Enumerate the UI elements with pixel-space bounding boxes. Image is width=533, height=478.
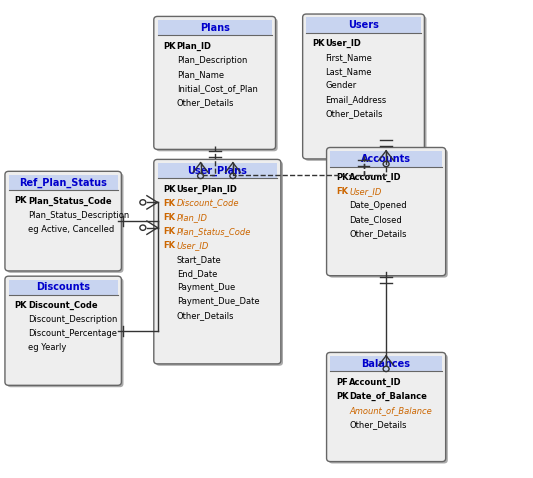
Text: Plan_Status_Description: Plan_Status_Description [28,210,129,219]
Bar [158,20,272,35]
Text: Start_Date: Start_Date [176,255,221,264]
Text: Discount_Description: Discount_Description [28,315,117,325]
FancyBboxPatch shape [154,159,281,364]
FancyBboxPatch shape [5,276,122,385]
FancyBboxPatch shape [303,14,424,159]
Text: FK: FK [164,227,175,236]
Text: Other_Details: Other_Details [176,311,234,320]
Text: Date_of_Balance: Date_of_Balance [350,391,427,401]
Text: User_Plans: User_Plans [188,165,247,176]
Text: End_Date: End_Date [176,269,217,278]
Text: Other_Details: Other_Details [326,109,383,119]
Text: Plan_ID: Plan_ID [176,42,212,51]
Text: Other_Details: Other_Details [350,229,407,238]
Text: Discounts: Discounts [36,282,90,293]
Bar [9,174,118,190]
Text: Discount_Percentage: Discount_Percentage [28,329,117,338]
Bar [330,151,442,166]
Text: Account_ID: Account_ID [350,173,402,182]
Text: Other_Details: Other_Details [350,420,407,429]
Text: Email_Address: Email_Address [326,96,387,104]
FancyBboxPatch shape [305,16,426,161]
Text: PK: PK [14,196,27,206]
Text: PK: PK [336,391,349,401]
Text: Discount_Code: Discount_Code [28,301,98,310]
Text: Other_Details: Other_Details [176,98,234,107]
Text: Plan_Status_Code: Plan_Status_Code [176,227,251,236]
Text: PK: PK [336,173,349,182]
FancyBboxPatch shape [154,16,276,150]
FancyBboxPatch shape [7,278,124,387]
Bar [158,163,277,178]
Bar [330,356,442,371]
Text: Amount_of_Balance: Amount_of_Balance [350,406,432,415]
Text: PK: PK [164,185,176,194]
Text: User_Plan_ID: User_Plan_ID [176,185,238,194]
Text: First_Name: First_Name [326,53,373,62]
Bar [306,17,421,33]
Text: FK: FK [164,198,175,207]
FancyBboxPatch shape [7,173,124,273]
Text: Plan_Description: Plan_Description [176,55,247,65]
Text: Plans: Plans [200,22,230,33]
Text: User_ID: User_ID [326,39,361,48]
Text: Initial_Cost_of_Plan: Initial_Cost_of_Plan [176,84,257,93]
Text: FK: FK [164,213,175,222]
Text: User_ID: User_ID [176,241,209,250]
Text: FK: FK [164,241,175,250]
Text: Discount_Code: Discount_Code [176,198,239,207]
Text: Balances: Balances [361,358,410,369]
Text: eg Active, Cancelled: eg Active, Cancelled [28,225,114,234]
FancyBboxPatch shape [329,150,448,278]
Text: PK: PK [312,39,325,48]
Text: PF: PF [336,378,348,387]
FancyBboxPatch shape [5,171,122,271]
FancyBboxPatch shape [329,354,448,464]
Text: FK: FK [336,187,348,196]
Text: Payment_Due_Date: Payment_Due_Date [176,297,259,306]
Text: Ref_Plan_Status: Ref_Plan_Status [19,177,107,188]
Text: User_ID: User_ID [350,187,382,196]
Text: Plan_Name: Plan_Name [176,70,224,79]
Text: PK: PK [14,301,27,310]
FancyBboxPatch shape [327,148,446,276]
Text: Payment_Due: Payment_Due [176,283,235,292]
Text: Plan_ID: Plan_ID [176,213,208,222]
Bar [9,280,118,295]
Text: Users: Users [348,20,379,30]
Text: eg Yearly: eg Yearly [28,344,66,352]
Text: Gender: Gender [326,81,357,90]
Text: Last_Name: Last_Name [326,67,372,76]
Text: Accounts: Accounts [361,154,411,163]
Text: Plan_Status_Code: Plan_Status_Code [28,196,111,206]
Text: Date_Opened: Date_Opened [350,201,407,210]
FancyBboxPatch shape [156,18,278,152]
Text: PK: PK [164,42,176,51]
Text: Account_ID: Account_ID [350,378,402,387]
Text: Date_Closed: Date_Closed [350,215,402,224]
FancyBboxPatch shape [156,161,283,366]
FancyBboxPatch shape [327,352,446,462]
